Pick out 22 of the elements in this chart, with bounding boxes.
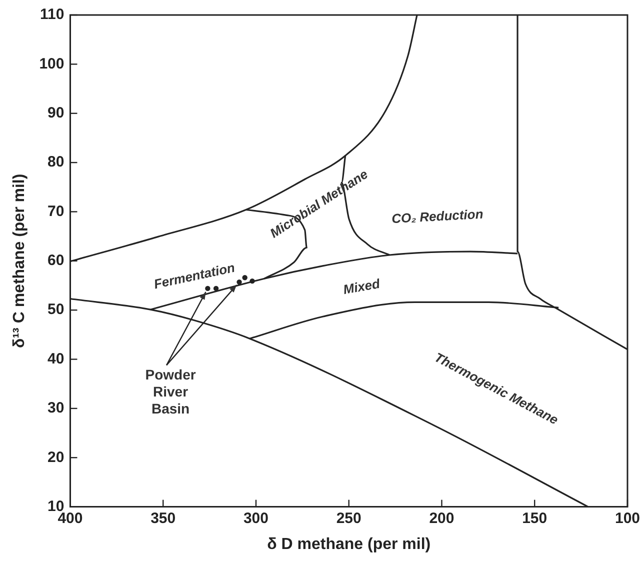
x-tick-label: 100 xyxy=(614,510,640,527)
x-tick-label: 400 xyxy=(58,510,83,527)
y-tick-label: 40 xyxy=(48,350,64,368)
y-tick-label: 110 xyxy=(40,6,64,24)
x-tick-label: 200 xyxy=(429,510,454,527)
y-tick-label: 100 xyxy=(39,55,64,72)
y-tick-label: 70 xyxy=(48,202,64,220)
annotation: CO₂ Reduction xyxy=(391,206,484,226)
y-tick-label: 90 xyxy=(48,104,64,122)
y-axis-title: δ¹³ C methane (per mil) xyxy=(11,174,28,348)
x-tick-label: 150 xyxy=(522,510,548,527)
x-tick-label: 300 xyxy=(243,510,268,527)
x-tick-label: 350 xyxy=(150,510,176,527)
annotation: Powder River Basin xyxy=(145,366,196,417)
x-tick-label: 250 xyxy=(336,510,362,527)
annotation: Mixed xyxy=(342,276,382,298)
y-tick-label: 80 xyxy=(48,154,64,171)
y-tick-label: 50 xyxy=(48,301,64,318)
y-tick-label: 20 xyxy=(48,448,64,466)
x-axis-title: δ D methane (per mil) xyxy=(267,536,431,553)
y-tick-label: 60 xyxy=(48,252,64,270)
y-tick-label: 30 xyxy=(48,400,64,417)
